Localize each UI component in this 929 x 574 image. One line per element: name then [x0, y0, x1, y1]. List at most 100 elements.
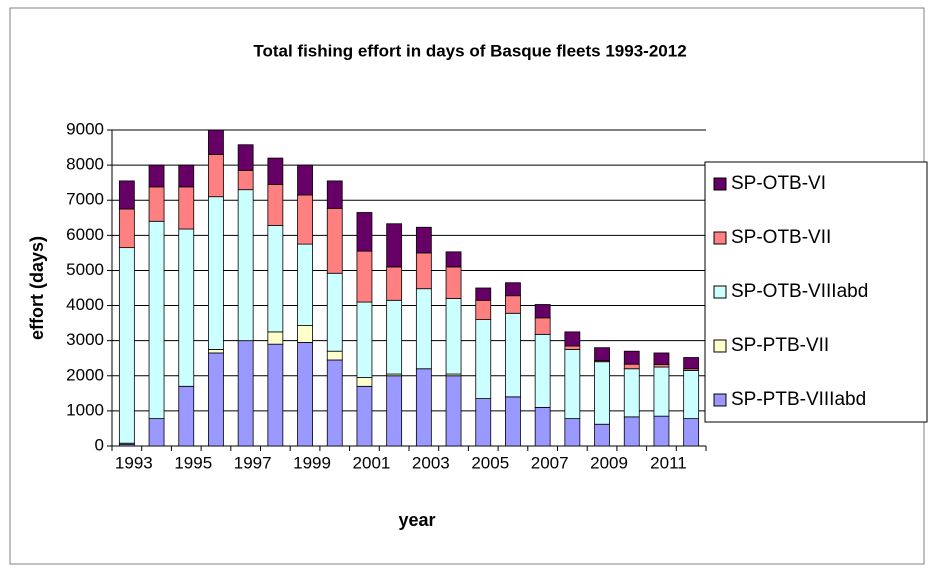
bar-segment [208, 154, 224, 198]
x-tick-label: 2001 [353, 453, 391, 472]
legend-swatch [713, 339, 727, 353]
bar-segment [118, 208, 135, 249]
legend-label: SP-OTB-VI [731, 173, 826, 194]
bar-segment [148, 186, 165, 222]
bar-segment [178, 186, 195, 230]
bar-segment [386, 223, 403, 268]
bar-segment [326, 207, 343, 274]
legend-swatch [713, 393, 727, 407]
bar-segment [356, 301, 373, 378]
bar-segment [623, 363, 640, 370]
bar-segment [267, 184, 284, 226]
bar-segment [415, 226, 432, 254]
x-axis-label: year [398, 510, 435, 530]
bar-segment [623, 416, 640, 447]
bar-segment [445, 298, 462, 375]
bar-segment [683, 370, 700, 420]
y-tick-label: 5000 [66, 260, 104, 279]
bar-segment [475, 398, 492, 447]
y-tick-label: 8000 [66, 155, 104, 174]
bar-segment [445, 251, 462, 268]
bar-segment [623, 368, 640, 418]
bar-segment [475, 299, 492, 320]
bar-segment [118, 180, 135, 210]
bar-segment [653, 352, 670, 365]
x-tick-label: 2011 [650, 453, 687, 472]
y-tick-label: 4000 [66, 295, 104, 314]
legend-swatch [713, 231, 727, 245]
bar-segment [148, 164, 165, 188]
y-tick-label: 6000 [66, 225, 104, 244]
bar-segment [534, 333, 551, 408]
bar-segment [326, 180, 343, 209]
bar-segment [564, 349, 581, 420]
bar-segment [386, 299, 403, 375]
bar-segment [594, 423, 610, 447]
y-tick-label: 1000 [66, 400, 104, 419]
y-tick-label: 7000 [66, 190, 104, 209]
bar-segment [356, 377, 373, 387]
bar-segment [475, 287, 492, 301]
x-tick-label: 2009 [590, 453, 628, 472]
bar-segment [267, 225, 284, 333]
bar-segment [445, 375, 462, 447]
legend-label: SP-OTB-VII [731, 227, 831, 248]
bar-segment [653, 366, 670, 417]
legend-box [704, 161, 928, 423]
bar-segment [594, 347, 610, 362]
bar-segment [564, 345, 581, 350]
x-tick-label: 2007 [531, 453, 569, 472]
bar-segment [386, 375, 403, 447]
bar-segment [326, 350, 343, 361]
bar-segment [326, 359, 343, 447]
x-tick-label: 1993 [115, 453, 153, 472]
x-tick-label: 2005 [471, 453, 509, 472]
bar-segment [178, 228, 195, 387]
bar-segment [237, 189, 254, 342]
bar-segment [505, 295, 521, 314]
y-axis-label: effort (days) [27, 236, 47, 340]
x-tick-label: 1997 [234, 453, 272, 472]
bar-segment [208, 352, 224, 447]
bar-segment [267, 343, 284, 447]
bar-segment [208, 349, 224, 354]
x-tick-label: 1995 [174, 453, 212, 472]
bar-segment [297, 325, 313, 343]
bar-segment [623, 350, 640, 365]
bar-segment [178, 164, 195, 188]
chart-title: Total fishing effort in days of Basque f… [253, 41, 686, 60]
bar-segment [356, 385, 373, 447]
legend-label: SP-PTB-VII [731, 335, 829, 356]
bar-segment [475, 319, 492, 400]
y-tick-label: 3000 [66, 330, 104, 349]
bar-segment [564, 418, 581, 447]
bar-segment [148, 220, 165, 420]
bar-segment [445, 266, 462, 299]
bar-segment [237, 169, 254, 191]
legend-label: SP-PTB-VIIIabd [731, 389, 866, 410]
bar-segment [594, 361, 610, 425]
bar-segment [505, 282, 521, 297]
bar-segment [564, 331, 581, 347]
bar-segment [653, 415, 670, 447]
bar-segment [118, 247, 135, 444]
bar-segment [178, 385, 195, 447]
bar-segment [505, 396, 521, 447]
bar-segment [208, 196, 224, 350]
bar-segment [267, 331, 284, 345]
bar-segment [297, 243, 313, 326]
bar-segment [356, 212, 373, 252]
bar-segment [208, 129, 224, 155]
bar-segment [415, 288, 432, 370]
y-tick-label: 0 [95, 435, 104, 454]
bar-segment [297, 164, 313, 196]
y-tick-label: 2000 [66, 365, 104, 384]
bar-segment [415, 368, 432, 447]
bar-segment [297, 194, 313, 245]
y-tick-label: 9000 [66, 119, 104, 138]
x-tick-label: 1999 [293, 453, 331, 472]
bar-segment [683, 418, 700, 447]
bar-segment [356, 250, 373, 303]
x-tick-label: 2003 [412, 453, 450, 472]
